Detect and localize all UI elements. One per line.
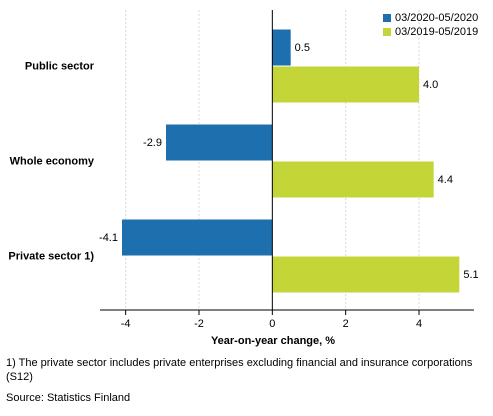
value-label: -4.1 (99, 232, 118, 244)
x-tick-label: 4 (416, 318, 422, 330)
bar (122, 219, 273, 256)
source: Source: Statistics Finland (6, 392, 131, 404)
x-tick-label: 0 (269, 318, 275, 330)
value-label: 0.5 (295, 42, 310, 54)
legend-label: 03/2020-05/2020 (395, 12, 478, 24)
x-tick-label: 2 (343, 318, 349, 330)
bar (272, 66, 419, 103)
value-label: 4.4 (438, 174, 453, 186)
category-label: Public sector (25, 60, 95, 72)
bar (272, 256, 460, 293)
x-tick-label: -2 (194, 318, 204, 330)
value-label: 5.1 (463, 269, 478, 281)
chart: Year-on-year change, % -4 -2 0 2 4 Public sec… (8, 10, 479, 347)
value-label: -2.9 (143, 137, 162, 149)
bar (272, 161, 434, 198)
legend-swatch (383, 14, 391, 22)
category-label: Private sector 1) (8, 250, 94, 262)
bar (272, 29, 291, 66)
category-label: Whole economy (10, 155, 95, 167)
bar (166, 124, 273, 161)
footnote: 1) The private sector includes private e… (6, 357, 473, 383)
legend-swatch (383, 28, 391, 36)
value-label: 4.0 (423, 79, 438, 91)
x-axis-title: Year-on-year change, % (211, 335, 335, 347)
legend-label: 03/2019-05/2019 (395, 26, 478, 38)
x-tick-label: -4 (121, 318, 131, 330)
